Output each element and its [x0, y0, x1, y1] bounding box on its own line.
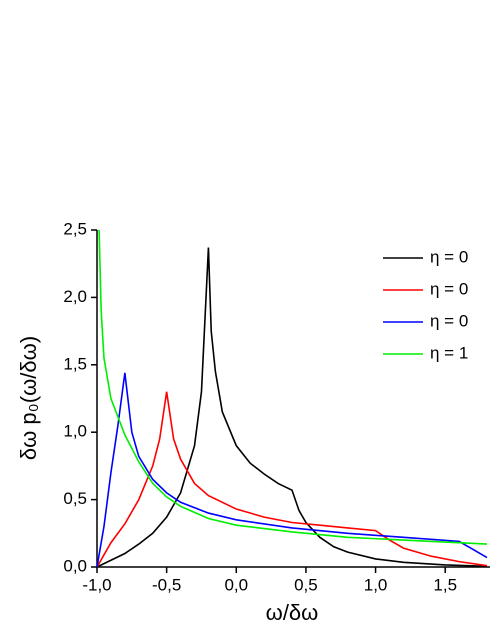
y-tick-label: 0,5 — [63, 489, 87, 508]
x-axis-title: ω/δω — [266, 600, 319, 625]
y-axis-title: δω p₀(ω/δω) — [16, 336, 41, 460]
x-tick-label: 0,5 — [294, 575, 318, 594]
x-tick-label: 0,0 — [224, 575, 248, 594]
y-tick-label: 2,5 — [63, 219, 87, 238]
series-line — [98, 229, 488, 545]
y-tick-label: 2,0 — [63, 287, 87, 306]
legend-text: η = 0 — [430, 279, 468, 298]
x-tick-label: -1,0 — [82, 575, 111, 594]
x-tick-label: 1,5 — [433, 575, 457, 594]
y-tick-label: 1,5 — [63, 354, 87, 373]
x-tick-label: 1,0 — [364, 575, 388, 594]
legend-text: η = 0 — [430, 247, 468, 266]
series-line — [96, 372, 488, 568]
series-line — [96, 247, 488, 568]
y-tick-label: 0,0 — [63, 556, 87, 575]
legend-text: η = 0 — [430, 311, 468, 330]
series-line — [96, 391, 488, 568]
x-tick-label: -0,5 — [152, 575, 181, 594]
legend-text: η = 1 — [430, 343, 468, 362]
y-tick-label: 1,0 — [63, 422, 87, 441]
